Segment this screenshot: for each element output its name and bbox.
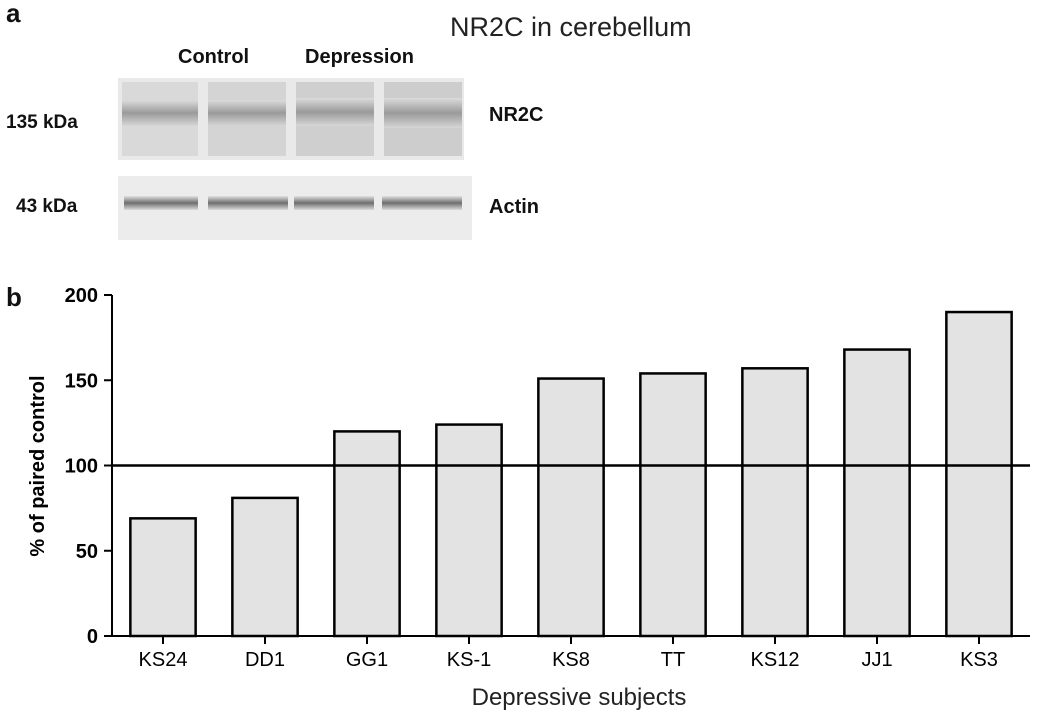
nr2c-band: [208, 100, 286, 126]
x-tick-label: KS3: [960, 649, 998, 671]
actin-band: [382, 196, 462, 210]
western-blot-image: [118, 78, 472, 240]
y-tick-label: 150: [65, 370, 98, 392]
y-tick-label: 50: [76, 541, 98, 563]
nr2c-band: [122, 100, 198, 126]
bar: [945, 310, 1013, 638]
x-tick-label: KS-1: [447, 649, 491, 671]
depression-group-label: Depression: [305, 46, 414, 68]
x-tick-label: KS12: [751, 649, 800, 671]
x-tick-label: TT: [661, 649, 685, 671]
panel-a-letter: a: [6, 0, 21, 28]
bar: [333, 430, 401, 638]
x-tick-label: JJ1: [861, 649, 892, 671]
bar: [843, 348, 911, 638]
actin-band: [208, 196, 288, 210]
nr2c-mw-label: 135 kDa: [6, 112, 78, 133]
y-tick-label: 200: [65, 285, 98, 307]
bar: [435, 423, 503, 638]
bar: [639, 372, 707, 638]
actin-band: [124, 196, 198, 210]
bar: [129, 517, 197, 638]
nr2c-band: [384, 98, 462, 128]
y-tick-label: 0: [87, 626, 98, 648]
actin-band: [294, 196, 374, 210]
x-tick-label: KS8: [552, 649, 590, 671]
bar: [537, 377, 605, 638]
actin-protein-label: Actin: [489, 196, 539, 218]
bar: [741, 367, 809, 638]
control-group-label: Control: [178, 46, 250, 68]
x-tick-label: GG1: [346, 649, 388, 671]
y-tick-label: 100: [65, 456, 98, 478]
x-axis-label: Depressive subjects: [472, 684, 687, 711]
nr2c-band: [296, 98, 374, 126]
panel-a-title: NR2C in cerebellum: [450, 12, 692, 42]
bar: [231, 496, 299, 638]
x-tick-label: KS24: [139, 649, 188, 671]
nr2c-protein-label: NR2C: [489, 104, 544, 126]
y-axis-label: % of paired control: [27, 375, 49, 556]
panel-b-letter: b: [6, 282, 22, 312]
actin-mw-label: 43 kDa: [16, 196, 78, 217]
x-tick-label: DD1: [245, 649, 285, 671]
